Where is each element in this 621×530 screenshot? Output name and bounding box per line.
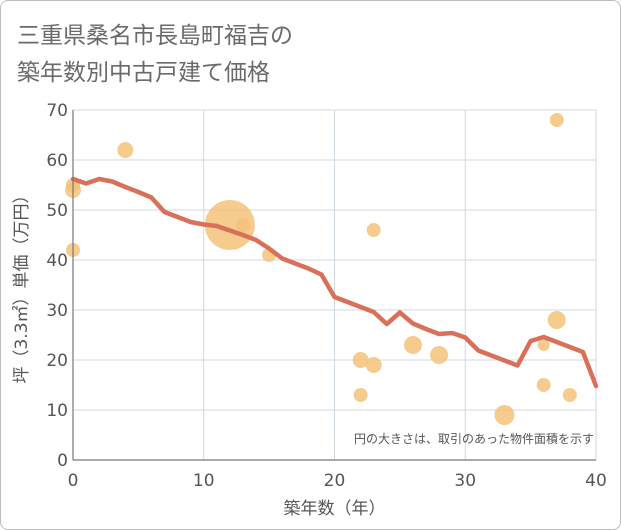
chart-title-line2: 築年数別中古戸建て価格 (17, 60, 270, 86)
y-tick-label-30: 30 (46, 301, 68, 321)
bubble-point-5 (235, 218, 250, 232)
bubble-point-18 (562, 388, 577, 402)
y-tick-label-60: 60 (46, 151, 68, 171)
bubble-point-14 (537, 339, 550, 351)
bubble-point-3 (117, 142, 134, 158)
y-tick-label-40: 40 (46, 251, 68, 271)
bubble-point-9 (366, 223, 381, 237)
bubble-point-12 (430, 346, 449, 364)
chart-title-line1: 三重県桑名市長島町福吉の (17, 23, 293, 49)
x-tick-label-10: 10 (193, 471, 215, 491)
x-axis-title: 築年数（年） (284, 499, 386, 519)
bubble-point-4 (204, 200, 255, 250)
y-tick-label-10: 10 (46, 401, 68, 421)
bubble-point-8 (353, 388, 368, 402)
x-tick-label-0: 0 (68, 471, 79, 491)
bubble-point-15 (536, 378, 551, 392)
bubble-size-note: 円の大きさは、取引のあった物件面積を示す (354, 431, 594, 446)
trend-line (70, 176, 599, 389)
bubble-point-13 (494, 405, 515, 425)
y-tick-label-0: 0 (57, 451, 68, 471)
y-tick-label-50: 50 (46, 201, 68, 221)
bubble-point-17 (547, 311, 566, 329)
y-axis-title: 坪（3.3㎡）単価（万円） (12, 186, 32, 383)
bubble-point-16 (549, 113, 564, 127)
x-tick-label-20: 20 (324, 471, 346, 491)
y-tick-label-70: 70 (46, 101, 68, 121)
y-tick-label-20: 20 (46, 351, 68, 371)
bubble-point-10 (365, 357, 382, 373)
bubble-point-11 (403, 336, 422, 354)
x-tick-label-40: 40 (585, 471, 607, 491)
x-tick-label-30: 30 (454, 471, 476, 491)
bubble-point-7 (352, 352, 369, 368)
